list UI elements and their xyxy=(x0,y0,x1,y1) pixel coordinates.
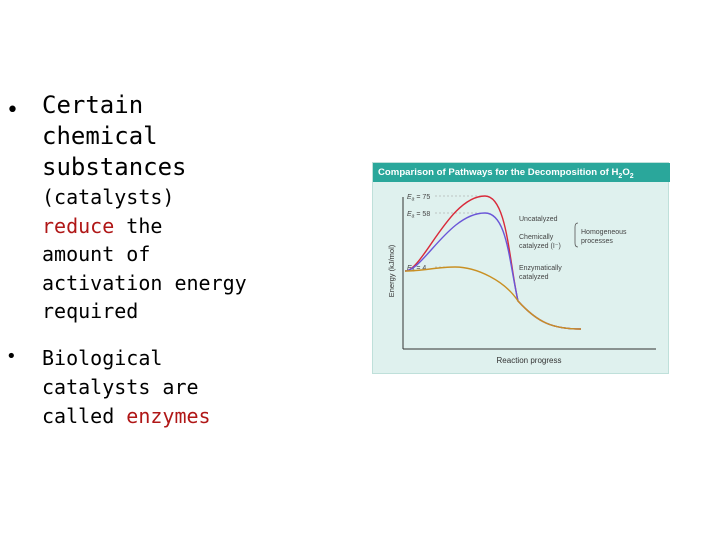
energy-curves xyxy=(404,195,582,330)
bullet-line: activation energy xyxy=(42,270,247,295)
bullet-line: reduce the xyxy=(42,212,282,241)
energy-diagram-figure: Comparison of Pathways for the Decomposi… xyxy=(372,162,670,374)
bullet-dot: • xyxy=(6,98,19,123)
legend-chemically-1: Chemically xyxy=(519,234,554,241)
y-axis-label: Energy (kJ/mol) xyxy=(387,244,396,297)
bullet-line: catalysts are xyxy=(42,375,199,399)
legend-enzymatic-2: catalyzed xyxy=(519,274,549,281)
ea-label: Ea = 58 xyxy=(407,211,430,220)
highlight-enzymes: enzymes xyxy=(126,404,211,428)
group-label-1: Homogeneous xyxy=(581,229,627,236)
bullet-line-plain: called xyxy=(42,404,127,428)
legend-chemically-2: catalyzed (I⁻) xyxy=(519,243,561,250)
figure-title-text: Comparison of Pathways for the Decomposi… xyxy=(378,167,619,178)
figure-title: Comparison of Pathways for the Decomposi… xyxy=(373,163,670,182)
bullet-text: Certain chemical substances (catalysts) … xyxy=(42,90,282,326)
bullet-line: called enzymes xyxy=(42,402,282,431)
group-label-2: processes xyxy=(581,238,613,245)
x-axis-label: Reaction progress xyxy=(497,356,562,365)
bullet-text: Biological catalysts are called enzymes xyxy=(42,344,282,431)
legend-uncatalyzed: Uncatalyzed xyxy=(519,216,558,223)
bullet-line: required xyxy=(42,299,139,323)
figure-title-sub: 2 xyxy=(618,172,623,180)
bullet-line: (catalysts) xyxy=(42,185,175,209)
legend-bracket xyxy=(574,222,579,248)
energy-plot: Energy (kJ/mol) Reaction progress Ea = 7… xyxy=(387,194,656,365)
bullet-line-rest: the xyxy=(114,213,163,238)
ea-label: Ea = 75 xyxy=(407,194,430,203)
bullet-line: chemical xyxy=(42,122,158,150)
bullet-line: Certain xyxy=(42,91,144,119)
bullet-line: amount of xyxy=(42,242,151,266)
bullet-dot: • xyxy=(6,346,17,367)
bullet-line: Biological xyxy=(42,346,163,370)
figure-title-sub2: 2 xyxy=(629,172,634,180)
figure-title-mid: O xyxy=(622,167,630,178)
bullet-line: substances xyxy=(42,153,187,181)
energy-curve-enzymatically xyxy=(404,266,582,330)
legend-enzymatic-1: Enzymatically xyxy=(519,265,562,272)
highlight-reduce: reduce xyxy=(42,213,115,238)
